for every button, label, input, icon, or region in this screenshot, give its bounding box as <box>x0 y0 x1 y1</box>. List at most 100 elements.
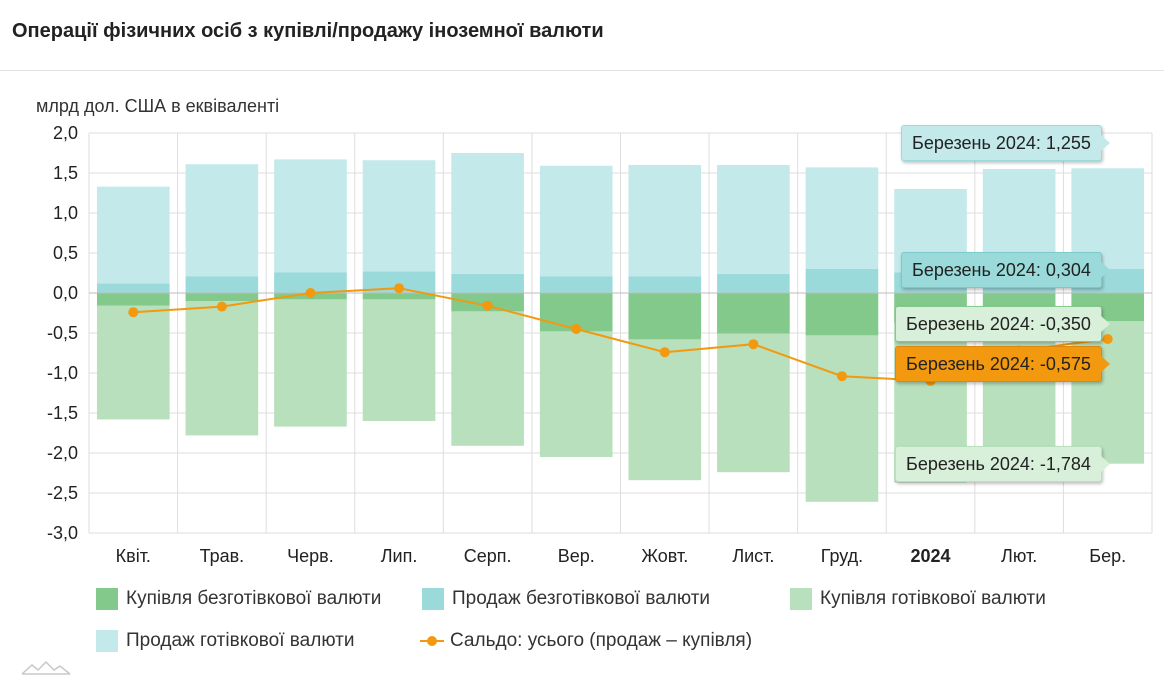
bar-buy-cash <box>1071 321 1145 464</box>
x-tick-label: Вер. <box>558 546 595 566</box>
bar-sell-cash <box>717 165 790 274</box>
bar-sell-cash <box>1071 168 1145 269</box>
tooltip-text: Березень 2024: 1,255 <box>912 133 1091 154</box>
bar-sell-cashless <box>274 272 347 293</box>
balance-point <box>836 371 847 382</box>
bar-buy-cash <box>451 311 524 446</box>
tooltip-text: Березень 2024: -0,575 <box>906 354 1091 374</box>
legend-label: Продаж готівкової валюти <box>126 630 355 651</box>
mountain-logo-icon <box>21 660 71 675</box>
bar-sell-cashless <box>362 271 436 293</box>
balance-point <box>216 301 227 312</box>
bar-sell-cash <box>274 159 347 273</box>
legend-swatch-sell-cashless <box>422 588 444 610</box>
bar-sell-cash <box>362 160 436 272</box>
bar-buy-cash <box>362 299 436 421</box>
bar-sell-cash <box>628 165 702 277</box>
legend-label: Купівля готівкової валюти <box>820 588 1046 609</box>
balance-point <box>571 324 582 334</box>
legend-swatch-balance <box>420 630 444 652</box>
x-tick-label: Лист. <box>732 546 774 566</box>
legend-item-balance[interactable]: Сальдо: усього (продаж – купівля) <box>420 630 752 652</box>
x-tick-label: Трав. <box>200 546 245 566</box>
tooltip-caret <box>1100 262 1110 278</box>
bar-buy-cash <box>805 335 879 502</box>
legend-label: Купівля безготівкової валюти <box>126 588 382 609</box>
legend-item-buy-cash[interactable]: Купівля готівкової валюти <box>790 588 1046 610</box>
bar-buy-cash <box>717 333 790 473</box>
bar-buy-cash <box>628 339 702 481</box>
tooltip-text: Березень 2024: -1,784 <box>906 453 1091 474</box>
bar-buy-cashless <box>362 293 436 300</box>
tooltip-text: Березень 2024: 0,304 <box>912 260 1091 280</box>
x-tick-label: Лют. <box>1001 546 1037 566</box>
x-tick-label: Квіт. <box>116 546 151 566</box>
y-tick-label: 2,0 <box>53 123 78 143</box>
page-title: Операції фізичних осіб з купівлі/продажу… <box>12 20 604 42</box>
legend-swatch-buy-cash <box>790 588 812 610</box>
tooltip-sell-cashless: Березень 2024: 0,304 <box>901 252 1110 288</box>
bar-sell-cash <box>96 186 170 284</box>
tooltip-caret <box>1100 356 1110 372</box>
bar-sell-cash <box>451 153 524 274</box>
legend-item-sell-cash[interactable]: Продаж готівкової валюти <box>96 630 354 652</box>
balance-point <box>128 307 139 318</box>
tooltip-buy-cashless: Березень 2024: -0,350 <box>895 305 1110 342</box>
x-tick-label: Серп. <box>464 546 512 566</box>
y-tick-label: -0,5 <box>47 323 78 343</box>
y-tick-label: -1,0 <box>47 363 78 383</box>
tooltip-caret <box>1100 315 1110 332</box>
bar-buy-cash <box>274 299 347 427</box>
y-tick-label: -1,5 <box>47 403 78 423</box>
y-tick-label: 0,0 <box>53 283 78 303</box>
tooltip-sell-cash: Березень 2024: 1,255 <box>901 125 1110 162</box>
bar-buy-cashless <box>717 293 790 334</box>
balance-point <box>659 347 670 358</box>
chart-legend: Купівля безготівкової валюти Продаж безг… <box>96 584 1136 664</box>
bar-buy-cash <box>185 301 259 436</box>
tooltip-caret <box>1100 135 1110 152</box>
legend-item-buy-cashless[interactable]: Купівля безготівкової валюти <box>96 588 381 610</box>
y-tick-label: 1,5 <box>53 163 78 183</box>
bar-sell-cashless <box>451 273 524 293</box>
bar-buy-cashless <box>96 293 170 306</box>
legend-item-sell-cashless[interactable]: Продаж безготівкової валюти <box>422 588 710 610</box>
bar-sell-cashless <box>96 283 170 293</box>
y-tick-label: -3,0 <box>47 523 78 543</box>
x-tick-label: Бер. <box>1089 546 1126 566</box>
balance-point <box>394 283 405 294</box>
bar-buy-cashless <box>185 293 259 301</box>
chart-header: Операції фізичних осіб з купівлі/продажу… <box>0 0 1164 71</box>
tooltip-balance: Березень 2024: -0,575 <box>895 346 1110 382</box>
tooltip-caret <box>1100 455 1110 472</box>
bar-sell-cashless <box>539 276 613 293</box>
legend-swatch-sell-cash <box>96 630 118 652</box>
x-tick-label: 2024 <box>911 546 951 566</box>
bar-buy-cash <box>539 331 613 457</box>
stacked-bar-chart: 2,0 1,5 1,0 0,5 0,0 -0,5 -1,0 -1,5 -2,0 -2,5 -3,0 К… <box>47 123 1153 566</box>
bar-sell-cash <box>539 165 613 277</box>
y-tick-label: -2,0 <box>47 443 78 463</box>
x-tick-label: Груд. <box>821 546 863 566</box>
balance-point <box>1102 334 1113 344</box>
bar-sell-cashless <box>628 276 702 293</box>
y-tick-label: 0,5 <box>53 243 78 263</box>
x-tick-label: Черв. <box>287 546 334 566</box>
legend-label: Сальдо: усього (продаж – купівля) <box>450 630 753 651</box>
balance-point <box>305 288 316 298</box>
bar-buy-cashless <box>628 293 702 340</box>
balance-point <box>482 300 493 311</box>
tooltip-text: Березень 2024: -0,350 <box>906 313 1091 334</box>
bar-buy-cash <box>96 305 170 420</box>
bar-sell-cashless <box>717 273 790 293</box>
legend-swatch-buy-cashless <box>96 588 118 610</box>
x-tick-label: Лип. <box>381 546 418 566</box>
bar-buy-cashless <box>805 293 879 336</box>
legend-label: Продаж безготівкової валюти <box>452 588 711 609</box>
y-tick-label: -2,5 <box>47 483 78 503</box>
bar-sell-cash <box>185 164 259 277</box>
bar-sell-cashless <box>805 269 879 293</box>
balance-point <box>748 339 759 350</box>
tooltip-buy-cash: Березень 2024: -1,784 <box>895 445 1110 482</box>
y-axis-unit-label: млрд дол. США в еквіваленті <box>36 96 280 116</box>
